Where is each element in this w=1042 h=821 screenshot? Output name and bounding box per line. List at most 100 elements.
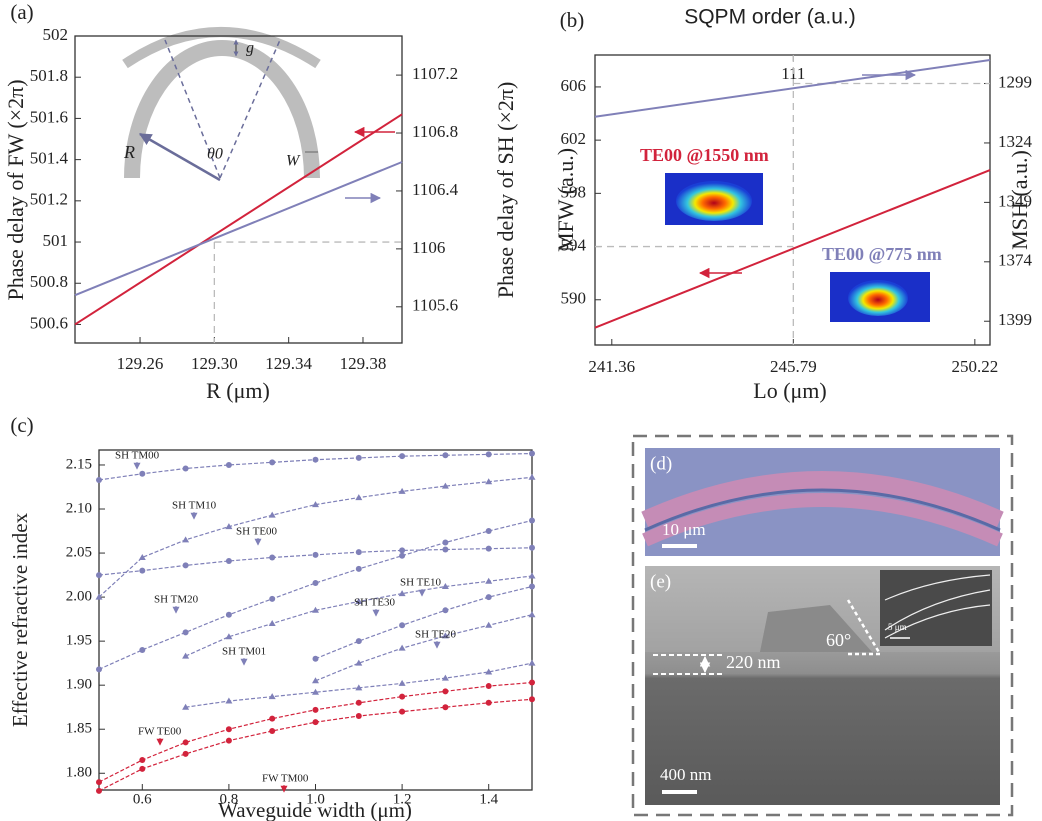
marker xyxy=(182,536,190,543)
annotation: TE00 @1550 nm xyxy=(640,145,769,165)
series-line xyxy=(74,161,403,297)
x-tick-label: 1.4 xyxy=(479,791,498,807)
marker xyxy=(182,465,189,472)
marker xyxy=(529,544,535,551)
plot-frame xyxy=(594,54,991,346)
y2-tick-label: 1105.6 xyxy=(412,296,458,315)
y2-tick-label: 1106.4 xyxy=(412,180,459,199)
series-line xyxy=(594,59,991,118)
marker xyxy=(441,674,449,681)
y-tick-label: 501.6 xyxy=(30,107,68,126)
marker xyxy=(485,545,492,552)
x-axis-label: R (μm) xyxy=(206,378,270,403)
marker xyxy=(355,598,363,605)
y-tick-label: 602 xyxy=(561,129,587,148)
inset-image xyxy=(880,570,992,646)
marker xyxy=(485,528,492,535)
y-tick-label: 2.15 xyxy=(66,456,92,472)
marker xyxy=(139,765,146,772)
y2-tick-label: 1399 xyxy=(998,310,1032,329)
marker xyxy=(528,572,536,579)
marker xyxy=(355,565,362,572)
y-tick-label: 501 xyxy=(43,231,69,250)
marker xyxy=(312,688,319,695)
marker xyxy=(182,562,189,569)
x-tick-label: 129.26 xyxy=(117,354,164,373)
marker xyxy=(182,629,189,636)
y-tick-label: 598 xyxy=(561,182,587,201)
series-label: FW TM00 xyxy=(262,773,309,785)
waveguide-band xyxy=(641,471,1004,529)
y-tick-label: 606 xyxy=(561,76,587,95)
marker xyxy=(528,611,536,618)
marker xyxy=(355,454,362,461)
marker xyxy=(485,621,493,628)
mode-profile xyxy=(676,181,752,221)
marker xyxy=(398,679,406,686)
marker xyxy=(399,552,406,559)
marker xyxy=(399,708,406,715)
series-label: SH TM20 xyxy=(154,594,199,606)
marker xyxy=(441,583,449,590)
marker xyxy=(398,590,406,597)
x-tick-label: 0.6 xyxy=(133,791,152,807)
marker xyxy=(269,715,276,722)
ring-diagram xyxy=(122,27,321,182)
marker xyxy=(529,583,535,590)
y2-tick-label: 1349 xyxy=(998,191,1032,210)
marker xyxy=(138,553,146,560)
x-tick-label: 245.79 xyxy=(770,357,817,376)
scale-text: 400 nm xyxy=(660,765,711,784)
radius-arrow xyxy=(138,132,221,182)
annotation: θ0 xyxy=(207,146,223,163)
marker xyxy=(139,470,146,477)
height-text: 220 nm xyxy=(726,652,781,672)
angle-text: 60° xyxy=(826,630,851,650)
x-tick-label: 250.22 xyxy=(951,357,998,376)
waveguide-band xyxy=(642,493,1003,547)
y-tick-label: 502 xyxy=(43,25,69,44)
panel-label: (b) xyxy=(560,8,585,32)
marker xyxy=(485,683,492,690)
annotation: W xyxy=(286,153,301,170)
marker xyxy=(312,606,319,613)
scale-text: 10 μm xyxy=(662,520,706,539)
annotation: TE00 @775 nm xyxy=(822,244,942,264)
marker xyxy=(485,699,492,706)
marker xyxy=(225,611,232,618)
marker xyxy=(225,461,232,468)
y-tick-label: 594 xyxy=(561,235,587,254)
marker xyxy=(442,607,449,614)
y-tick-label: 500.6 xyxy=(30,313,68,332)
marker xyxy=(96,572,102,579)
marker xyxy=(225,726,232,733)
x-axis-label: Waveguide width (μm) xyxy=(218,798,412,821)
x-tick-label: 129.30 xyxy=(191,354,238,373)
marker xyxy=(312,551,319,558)
marker xyxy=(182,739,189,746)
y-tick-label: 2.05 xyxy=(66,544,92,560)
marker xyxy=(225,523,233,530)
marker xyxy=(269,727,276,734)
marker xyxy=(268,693,276,700)
y-tick-label: 1.95 xyxy=(66,633,92,649)
panel-label: (e) xyxy=(650,571,671,592)
marker xyxy=(485,594,492,601)
marker xyxy=(268,620,276,627)
marker xyxy=(225,697,233,704)
dashed-radius xyxy=(164,39,221,179)
marker xyxy=(312,677,319,684)
series-line xyxy=(594,169,991,329)
series-label: SH TM10 xyxy=(172,500,217,512)
marker xyxy=(96,779,102,786)
x-tick-label: 0.8 xyxy=(220,791,239,807)
marker xyxy=(399,622,406,629)
y-tick-label: 500.8 xyxy=(30,272,68,291)
y-tick-label: 1.85 xyxy=(66,721,92,737)
x-tick-label: 241.36 xyxy=(588,357,635,376)
series-label: SH TE10 xyxy=(400,577,442,589)
series-line xyxy=(315,585,533,660)
sem-ridge xyxy=(760,605,872,652)
mode-profile xyxy=(848,280,908,316)
x-tick-label: 1.0 xyxy=(306,791,325,807)
